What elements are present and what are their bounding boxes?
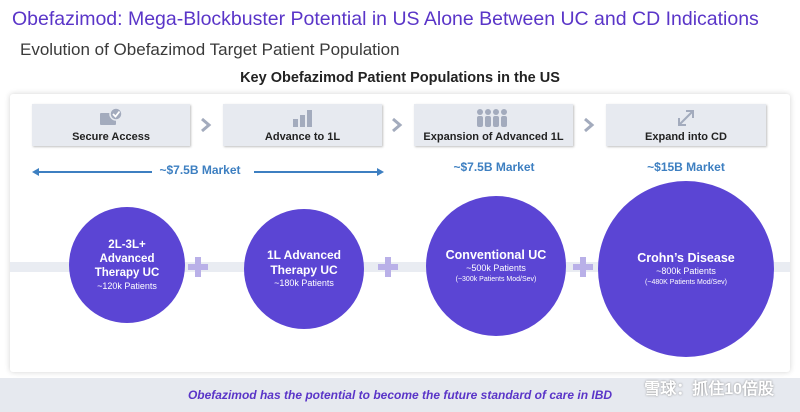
stage-expand-cd: Expand into CD	[606, 104, 766, 146]
checkmark-card-icon	[98, 107, 124, 134]
circle-title: Conventional UC	[445, 247, 547, 262]
plus-icon	[187, 256, 209, 283]
stage-label: Expansion of Advanced 1L	[423, 131, 564, 143]
section-title: Key Obefazimod Patient Populations in th…	[240, 70, 560, 86]
market-size-label: ~$15B Market	[647, 160, 725, 174]
circle-patients: ~120k Patients	[97, 280, 157, 291]
stage-expansion: Expansion of Advanced 1L	[414, 104, 573, 146]
stage-advance-1l: Advance to 1L	[223, 104, 382, 146]
population-circle: Crohn’s Disease ~800k Patients (~480K Pa…	[598, 181, 774, 357]
market-size-label: ~$7.5B Market	[453, 160, 535, 174]
circle-patients: ~500k Patients	[466, 263, 526, 274]
circle-patients: ~180k Patients	[274, 278, 334, 289]
watermark: 雪球：抓住10倍股	[644, 381, 774, 398]
footer-bar: Obefazimod has the potential to become t…	[0, 378, 800, 412]
stage-label: Secure Access	[72, 131, 150, 143]
population-circle: Conventional UC ~500k Patients (~300k Pa…	[426, 196, 566, 336]
stage-label: Advance to 1L	[264, 131, 341, 143]
slide-title: Obefazimod: Mega-Blockbuster Potential i…	[12, 8, 759, 30]
slide-subtitle: Evolution of Obefazimod Target Patient P…	[20, 40, 400, 59]
expand-arrows-icon	[674, 107, 698, 134]
stage-label: Expand into CD	[645, 131, 727, 143]
market-size-label: ~$7.5B Market	[159, 163, 241, 177]
circle-moderate-severe: (~480K Patients Mod/Sev)	[645, 279, 727, 287]
circle-moderate-severe: (~300k Patients Mod/Sev)	[455, 276, 537, 284]
double-arrow-icon	[32, 165, 384, 183]
footer-statement: Obefazimod has the potential to become t…	[187, 388, 613, 402]
population-circle: 1L Advanced Therapy UC ~180k Patients	[244, 209, 364, 329]
plus-icon	[377, 256, 399, 283]
stage-secure-access: Secure Access	[32, 104, 190, 146]
chevron-right-icon	[391, 117, 403, 138]
circle-title: Crohn’s Disease	[637, 250, 735, 265]
chevron-right-icon	[583, 117, 595, 138]
circle-title: 2L-3L+ Advanced Therapy UC	[94, 238, 160, 280]
circle-patients: ~800k Patients	[656, 266, 716, 277]
bar-steps-icon	[290, 107, 316, 134]
circle-title: 1L Advanced Therapy UC	[266, 248, 342, 278]
people-group-icon	[474, 107, 514, 136]
plus-icon	[572, 256, 594, 283]
population-circle: 2L-3L+ Advanced Therapy UC ~120k Patient…	[69, 207, 185, 323]
timeline-band	[10, 262, 790, 272]
chevron-right-icon	[200, 117, 212, 138]
